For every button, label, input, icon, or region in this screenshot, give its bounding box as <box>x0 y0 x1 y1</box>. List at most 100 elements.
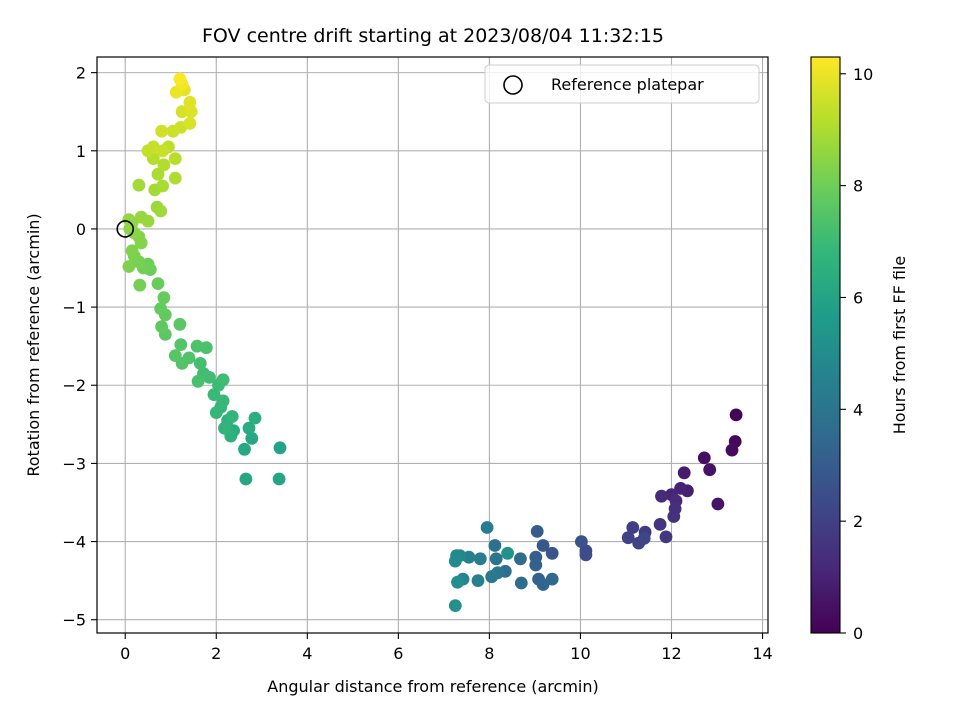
data-point <box>122 213 136 227</box>
x-tick-label: 12 <box>661 644 681 663</box>
grid-lines <box>97 57 768 633</box>
data-point <box>173 317 187 331</box>
data-point <box>151 277 165 290</box>
colorbar-ticks: 0 2 4 6 8 10 <box>840 65 873 643</box>
data-point <box>659 530 673 544</box>
data-point <box>168 152 182 166</box>
data-points <box>122 72 743 612</box>
x-tick-label: 6 <box>393 644 403 663</box>
y-tick-label: −1 <box>62 298 86 317</box>
data-point <box>448 599 462 612</box>
data-point <box>545 546 559 560</box>
data-point <box>242 421 256 435</box>
data-point <box>514 576 528 590</box>
data-point <box>471 574 485 587</box>
colorbar-tick-label: 8 <box>853 177 863 196</box>
data-point <box>245 432 259 445</box>
data-point <box>157 158 171 172</box>
plot-frame <box>96 56 769 634</box>
data-point <box>239 472 253 486</box>
data-point <box>190 339 204 353</box>
colorbar-frame <box>810 56 841 634</box>
data-point <box>122 260 136 273</box>
y-axis-ticks: −5 −4 −3 −2 −1 0 1 2 <box>62 64 97 630</box>
x-axis-label: Angular distance from reference (arcmin) <box>267 677 598 696</box>
colorbar-label: Hours from first FF file <box>890 256 909 435</box>
y-tick-label: −4 <box>62 533 86 552</box>
data-point <box>529 558 543 572</box>
data-point <box>151 167 165 181</box>
x-tick-label: 8 <box>484 644 494 663</box>
data-point <box>545 572 559 586</box>
data-point <box>175 105 189 119</box>
x-tick-label: 10 <box>570 644 590 663</box>
data-point <box>272 472 286 486</box>
data-point <box>273 441 287 455</box>
data-point <box>183 117 197 130</box>
data-point <box>218 421 231 435</box>
data-point <box>156 179 170 193</box>
data-point <box>674 482 687 495</box>
data-point <box>637 532 651 545</box>
data-point <box>125 244 139 258</box>
colorbar-gradient <box>811 57 840 633</box>
data-point <box>132 178 146 192</box>
data-point <box>184 105 198 119</box>
data-point <box>480 521 494 534</box>
data-point <box>154 204 168 218</box>
data-point <box>209 406 223 419</box>
x-axis-ticks: 0 2 4 6 8 10 12 14 <box>120 633 773 663</box>
y-tick-label: 0 <box>76 220 86 239</box>
y-tick-label: −2 <box>62 376 86 395</box>
y-tick-label: −5 <box>62 611 86 630</box>
data-point <box>156 144 170 158</box>
data-point <box>168 349 182 362</box>
legend-open-circle-icon <box>503 75 523 95</box>
data-point <box>621 531 635 545</box>
data-point <box>216 394 230 408</box>
data-point <box>216 373 230 387</box>
data-point <box>579 548 593 562</box>
x-tick-label: 4 <box>302 644 312 663</box>
data-point <box>451 575 464 589</box>
data-point <box>501 546 514 560</box>
x-tick-label: 0 <box>120 644 130 663</box>
data-point <box>183 95 197 109</box>
x-tick-label: 2 <box>211 644 221 663</box>
data-point <box>174 338 188 351</box>
data-point <box>155 124 169 138</box>
data-point <box>485 570 499 584</box>
data-point <box>725 443 739 457</box>
legend: Reference platepar <box>484 64 760 104</box>
legend-box <box>484 64 760 104</box>
data-point <box>703 463 717 477</box>
data-point <box>173 72 187 86</box>
data-point <box>238 442 251 456</box>
data-point <box>575 535 588 548</box>
data-point <box>514 552 527 566</box>
x-tick-label: 14 <box>752 644 772 663</box>
y-tick-label: 2 <box>76 64 86 83</box>
data-point <box>530 525 544 538</box>
data-point <box>489 552 503 566</box>
data-point <box>248 411 262 425</box>
data-point <box>677 466 691 480</box>
colorbar-tick-label: 2 <box>853 512 863 531</box>
data-point <box>729 408 743 422</box>
data-point <box>655 489 668 503</box>
data-point <box>667 510 681 523</box>
y-axis-label: Rotation from reference (arcmin) <box>24 213 43 476</box>
data-point <box>626 521 640 534</box>
data-point <box>225 410 239 423</box>
colorbar-tick-label: 0 <box>853 624 863 643</box>
legend-label-reference-platepar: Reference platepar <box>551 75 704 94</box>
reference-platepar-marker <box>116 220 135 238</box>
colorbar-tick-label: 10 <box>853 65 873 84</box>
data-point <box>141 214 155 228</box>
colorbar-tick-label: 6 <box>853 288 863 307</box>
data-point <box>697 451 711 465</box>
chart-title: FOV centre drift starting at 2023/08/04 … <box>202 25 664 47</box>
data-point <box>488 539 502 552</box>
